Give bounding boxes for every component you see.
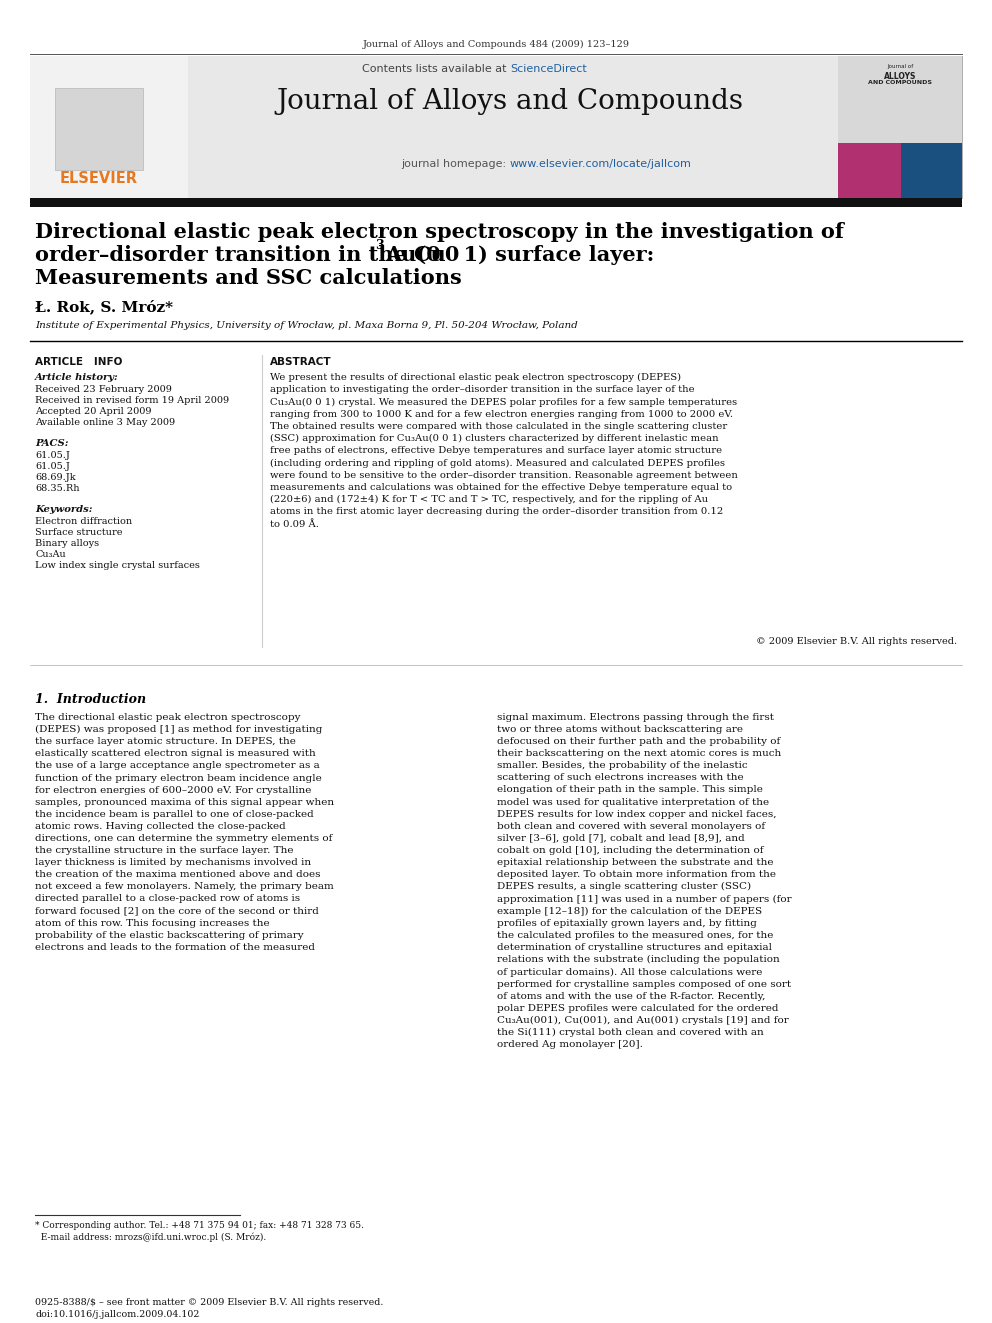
Bar — [55, 89, 143, 169]
Text: Directional elastic peak electron spectroscopy in the investigation of: Directional elastic peak electron spectr… — [35, 222, 844, 242]
Text: We present the results of directional elastic peak electron spectroscopy (DEPES): We present the results of directional el… — [270, 373, 738, 529]
Text: Cu₃Au: Cu₃Au — [35, 550, 65, 560]
Text: 61.05.J: 61.05.J — [35, 451, 69, 460]
Text: Binary alloys: Binary alloys — [35, 538, 99, 548]
Text: ARTICLE   INFO: ARTICLE INFO — [35, 357, 122, 366]
Text: Electron diffraction: Electron diffraction — [35, 517, 132, 527]
Text: 3: 3 — [375, 239, 384, 251]
Text: Available online 3 May 2009: Available online 3 May 2009 — [35, 418, 176, 427]
Text: 61.05.J: 61.05.J — [35, 462, 69, 471]
Text: 1.  Introduction: 1. Introduction — [35, 693, 146, 706]
Text: AND COMPOUNDS: AND COMPOUNDS — [868, 79, 932, 85]
Bar — [30, 198, 962, 206]
Text: Measurements and SSC calculations: Measurements and SSC calculations — [35, 269, 461, 288]
Bar — [30, 56, 962, 198]
Bar — [30, 56, 188, 198]
Text: signal maximum. Electrons passing through the first
two or three atoms without b: signal maximum. Electrons passing throug… — [497, 713, 792, 1049]
Text: 0925-8388/$ – see front matter © 2009 Elsevier B.V. All rights reserved.: 0925-8388/$ – see front matter © 2009 El… — [35, 1298, 383, 1307]
Text: Au(0 0 1) surface layer:: Au(0 0 1) surface layer: — [385, 245, 655, 265]
Text: * Corresponding author. Tel.: +48 71 375 94 01; fax: +48 71 328 73 65.: * Corresponding author. Tel.: +48 71 375… — [35, 1221, 364, 1230]
Text: order–disorder transition in the Cu: order–disorder transition in the Cu — [35, 245, 445, 265]
Text: © 2009 Elsevier B.V. All rights reserved.: © 2009 Elsevier B.V. All rights reserved… — [756, 636, 957, 646]
Text: ABSTRACT: ABSTRACT — [270, 357, 331, 366]
Text: Surface structure: Surface structure — [35, 528, 122, 537]
Bar — [838, 56, 962, 143]
Text: Ł. Rok, S. Mróz*: Ł. Rok, S. Mróz* — [35, 299, 173, 314]
Text: PACS:: PACS: — [35, 439, 68, 448]
Bar — [901, 143, 962, 198]
Text: Received 23 February 2009: Received 23 February 2009 — [35, 385, 172, 394]
Bar — [838, 143, 901, 198]
Text: Received in revised form 19 April 2009: Received in revised form 19 April 2009 — [35, 396, 229, 405]
Text: doi:10.1016/j.jallcom.2009.04.102: doi:10.1016/j.jallcom.2009.04.102 — [35, 1310, 199, 1319]
Bar — [838, 56, 962, 198]
Text: 68.35.Rh: 68.35.Rh — [35, 484, 79, 493]
Text: journal homepage:: journal homepage: — [402, 159, 510, 169]
Text: Contents lists available at: Contents lists available at — [362, 64, 510, 74]
Text: ALLOYS: ALLOYS — [884, 71, 917, 81]
Text: Low index single crystal surfaces: Low index single crystal surfaces — [35, 561, 199, 570]
Text: www.elsevier.com/locate/jallcom: www.elsevier.com/locate/jallcom — [510, 159, 691, 169]
Text: ELSEVIER: ELSEVIER — [60, 171, 138, 187]
Text: Accepted 20 April 2009: Accepted 20 April 2009 — [35, 407, 152, 415]
Text: Journal of: Journal of — [887, 64, 913, 69]
Text: Journal of Alloys and Compounds: Journal of Alloys and Compounds — [277, 89, 743, 115]
Text: 68.69.Jk: 68.69.Jk — [35, 474, 75, 482]
Text: E-mail address: mrozs@ifd.uni.wroc.pl (S. Mróz).: E-mail address: mrozs@ifd.uni.wroc.pl (S… — [35, 1233, 266, 1242]
Text: Institute of Experimental Physics, University of Wrocław, pl. Maxa Borna 9, Pl. : Institute of Experimental Physics, Unive… — [35, 321, 577, 329]
Text: Article history:: Article history: — [35, 373, 119, 382]
Text: ScienceDirect: ScienceDirect — [510, 64, 586, 74]
Text: Journal of Alloys and Compounds 484 (2009) 123–129: Journal of Alloys and Compounds 484 (200… — [362, 40, 630, 49]
Text: Keywords:: Keywords: — [35, 505, 92, 515]
Text: The directional elastic peak electron spectroscopy
(DEPES) was proposed [1] as m: The directional elastic peak electron sp… — [35, 713, 334, 951]
